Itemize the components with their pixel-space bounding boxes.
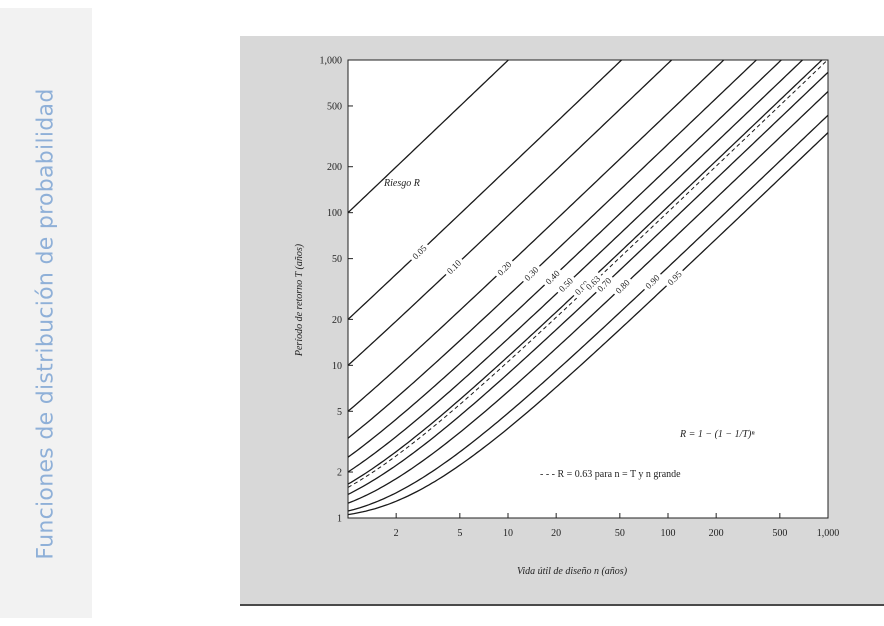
risk-label-halo [554,273,578,297]
risk-label-halo [520,262,544,286]
y-tick-label: 1,000 [320,56,343,67]
y-tick-label: 2 [337,468,342,479]
risk-label-halo [592,273,617,297]
y-tick-label: 20 [332,315,342,326]
x-tick-label: 20 [551,528,561,539]
risk-curve-0-63 [347,59,828,488]
risk-label-halo [493,257,517,281]
x-tick-label: 1,000 [817,528,840,539]
x-tick-label: 500 [772,528,787,539]
risk-curve-0-2 [347,59,725,412]
risk-label-halo [611,275,635,299]
risk-curve-0-05 [347,59,623,320]
y-tick-label: 10 [332,361,342,372]
risk-curve-0-3 [347,59,757,439]
y-axis-title: Período de retorno T (años) [294,243,305,357]
risk-curve-0-4 [347,59,782,458]
y-axis: 1 2 5 10 20 50 100 200 500 1,000 [320,56,353,525]
y-tick-label: 500 [327,101,342,112]
risk-label-halo [641,270,665,294]
x-tick-label: 10 [503,528,513,539]
risk-label-halo [581,271,606,295]
x-axis: 2 5 10 20 50 100 200 500 1,000 [394,513,840,539]
y-tick-label: 100 [327,208,342,219]
formula-annotation: R = 1 − (1 − 1/T)ⁿ [679,429,755,440]
legend-label: Riesgo R [383,178,420,189]
x-tick-label: 2 [394,528,399,539]
x-tick-label: 5 [457,528,462,539]
risk-curve-0-8 [347,91,829,504]
risk-label-halo [541,266,565,290]
x-tick-label: 200 [709,528,724,539]
risk-label-halo [663,266,687,291]
figure-bottom-rule [240,604,884,606]
y-tick-label: 1 [337,514,342,525]
x-axis-title: Vida útil de diseño n (años) [517,566,628,577]
x-tick-label: 100 [661,528,676,539]
x-tick-label: 50 [615,528,625,539]
risk-curve-0-5 [347,59,803,473]
risk-curve-0-95 [347,132,829,516]
y-tick-label: 50 [332,254,342,265]
risk-labels: 0.050.10 0.20 0.30 0.400.500.600.630.70 0.80… [408,240,687,300]
note-annotation: - - - R = 0.63 para n = T y n grande [540,469,681,480]
risk-curve-0-9 [347,114,829,512]
risk-label-halo [408,240,432,265]
y-tick-label: 5 [337,407,342,418]
risk-curve-0-01 [347,59,509,214]
risk-curve-0-1 [347,59,673,366]
y-tick-label: 200 [327,162,342,173]
risk-curve-0-7 [347,71,829,495]
risk-label-halo [442,255,467,279]
sidebar: Funciones de distribución de probabilida… [0,8,92,618]
